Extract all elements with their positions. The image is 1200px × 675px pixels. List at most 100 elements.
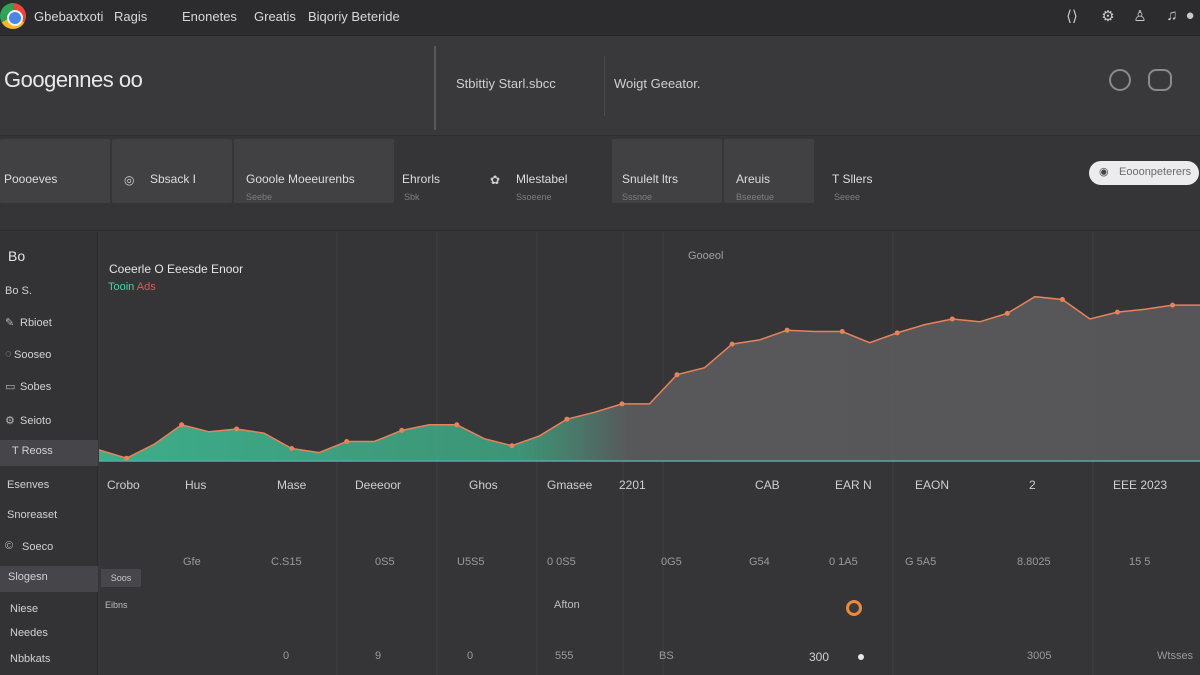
sidebar-item-label: Rbioet (20, 317, 52, 329)
menu-item-5[interactable]: Biqoriy Beteride (308, 9, 400, 24)
tab-label: Sbsack I (150, 172, 197, 186)
notifications-icon[interactable]: ♫ (1166, 7, 1178, 24)
tab-sublabel: Sssnoe (622, 192, 653, 202)
tag-icon: ✎ (5, 317, 15, 329)
category-label: CAB (755, 478, 780, 492)
chart-subtitle: Tooin Ads (108, 281, 156, 293)
data-point (1004, 310, 1010, 316)
tab-sellers[interactable]: T Sllers Seeee (822, 139, 912, 203)
data-point (234, 426, 240, 432)
header-subtitle-left: Stbittiy Starl.sbcc (456, 76, 556, 91)
collapse-icon[interactable]: ⟨⟩ (1066, 8, 1078, 25)
sidebar-item-7[interactable]: Esenves (0, 474, 98, 500)
header-divider (434, 46, 436, 130)
data-point (674, 372, 680, 378)
page-header: Googennes oo Stbittiy Starl.sbcc Woigt G… (0, 36, 1200, 136)
menu-item-4[interactable]: Greatis (254, 9, 296, 24)
data-point (454, 422, 460, 428)
sidebar-item-12[interactable]: Needes (0, 622, 98, 648)
tab-label: T Sllers (832, 172, 873, 186)
sidebar: Bo Bo S. ✎ Rbioet ◌ Sooseo ▭ Sobes ⚙ Sei… (0, 232, 98, 675)
sidebar-item-11[interactable]: Niese (0, 598, 98, 624)
row-value: 3005 (1027, 650, 1052, 662)
data-point (399, 427, 405, 433)
sidebar-item-3[interactable]: ◌ Sooseo (0, 344, 98, 370)
camera-icon[interactable] (1148, 69, 1172, 91)
tab-areuis[interactable]: Areuis Bseeetue (724, 139, 814, 203)
sidebar-title: Bo (8, 248, 26, 264)
data-point (949, 316, 955, 322)
tab-label: Gooole Moeeurenbs (246, 172, 355, 186)
row-value: Wtsses (1157, 650, 1194, 662)
tab-overview[interactable]: Poooeves (0, 139, 110, 203)
browser-logo-icon[interactable] (0, 3, 26, 29)
data-point (784, 327, 790, 333)
sidebar-item-4[interactable]: ▭ Sobes (0, 376, 98, 402)
chart-panel: Coeerle O Eeesde Enoor Tooin Ads Gooeol … (99, 232, 1200, 675)
small-action-label[interactable]: Eibns (105, 600, 128, 610)
tab-sublabel: Seeee (834, 192, 861, 202)
row-value: C.S15 (271, 556, 302, 568)
tab-strip: Poooeves ◎ Sbsack I Gooole Moeeurenbs Se… (0, 137, 1200, 231)
sidebar-item-label: Esenves (7, 479, 50, 491)
sidebar-item-8[interactable]: Snoreaset (0, 504, 98, 530)
pill-label: Eooonpeterers (1119, 166, 1192, 178)
compare-pill-button[interactable]: ◉ Eooonpeterers (1089, 161, 1199, 185)
tab-sublabel: Seebe (246, 192, 273, 202)
menu-item-3[interactable]: Enonetes (182, 9, 237, 24)
tab-errors[interactable]: Ehrorls Sbk (396, 139, 476, 203)
sidebar-item-6[interactable]: T Reoss (0, 440, 98, 466)
top-bar: Gbebaxtxoti Ragis Enonetes Greatis Biqor… (0, 0, 1200, 36)
tab-sublabel: Bseeetue (736, 192, 775, 202)
tab-sublabel: Ssoeene (516, 192, 552, 202)
data-point (179, 422, 185, 428)
menu-item-1[interactable]: Gbebaxtxoti (34, 9, 104, 24)
row-value: 0 0S5 (547, 556, 576, 568)
row-value: 0 1A5 (829, 556, 858, 568)
data-point (729, 341, 735, 347)
profile-icon[interactable]: ● (1185, 7, 1195, 24)
sidebar-item-9[interactable]: © Soeco (0, 536, 98, 562)
area-fill (99, 296, 1200, 461)
header-divider-2 (604, 56, 605, 116)
tab-metastable[interactable]: ✿ Mlestabel Ssoeene (482, 139, 600, 203)
category-label: 2 (1029, 478, 1036, 492)
menu-item-2[interactable]: Ragis (114, 9, 148, 24)
data-point (1170, 302, 1175, 308)
data-point (289, 446, 295, 451)
sidebar-item-2[interactable]: ✎ Rbioet (0, 312, 98, 338)
sidebar-item-label: Snoreaset (7, 509, 58, 521)
tab-label: Snulelt ltrs (622, 172, 679, 186)
data-point (509, 443, 515, 449)
sidebar-item-1[interactable]: Bo S. (0, 280, 98, 306)
row-value: G54 (749, 556, 770, 568)
row-value: 0S5 (375, 556, 395, 568)
sidebar-item-label: Sooseo (14, 349, 52, 361)
row-value: 15 5 (1129, 556, 1151, 568)
sidebar-item-label: T Reoss (12, 445, 53, 457)
chart-title: Coeerle O Eeesde Enoor (109, 262, 244, 276)
record-icon[interactable] (1109, 69, 1131, 91)
tab-search[interactable]: ◎ Sbsack I (112, 139, 232, 203)
sidebar-item-13[interactable]: Nbbkats (0, 648, 98, 674)
settings-icon[interactable]: ⚙ (1101, 8, 1115, 25)
sidebar-item-label: Needes (10, 627, 48, 639)
tab-sublabel: Sbk (404, 192, 420, 202)
sidebar-item-10[interactable]: Slogesn (0, 566, 98, 592)
folder-icon: ▭ (5, 381, 16, 393)
status-ring-icon[interactable] (846, 600, 862, 616)
data-point (1114, 309, 1120, 315)
sidebar-item-5[interactable]: ⚙ Seioto (0, 410, 98, 436)
data-point (124, 455, 129, 461)
row-value: BS (659, 650, 674, 662)
tab-label: Areuis (736, 172, 771, 186)
row-value: 0 (283, 650, 290, 662)
tab-google-measurements[interactable]: Gooole Moeeurenbs Seebe (234, 139, 394, 203)
small-action-button[interactable]: Soos (101, 569, 141, 587)
tab-label: Mlestabel (516, 172, 568, 186)
tab-snulelt[interactable]: Snulelt ltrs Sssnoe (612, 139, 722, 203)
user-icon[interactable]: ♙ (1133, 8, 1147, 25)
header-subtitle-right: Woigt Geeator. (614, 76, 701, 91)
chart-subtitle-red: Ads (136, 281, 156, 293)
row-value: 555 (555, 650, 574, 662)
